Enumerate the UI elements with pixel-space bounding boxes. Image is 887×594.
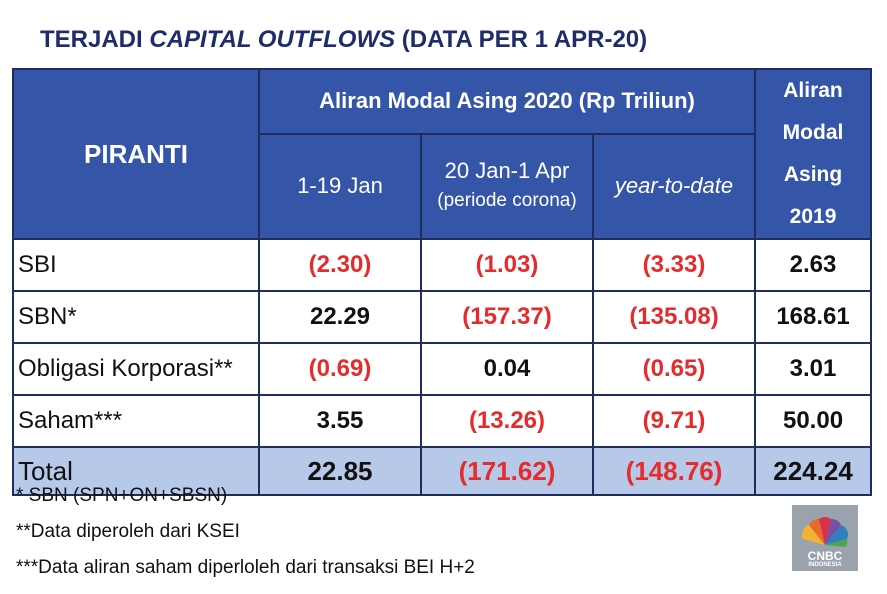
- header-ytd: year-to-date: [591, 132, 757, 241]
- cell-ytd: (0.65): [591, 342, 757, 396]
- cell-ytd: (135.08): [591, 290, 757, 344]
- header-row-group: PIRANTI Aliran Modal Asing 2020 (Rp Tril…: [12, 68, 873, 240]
- capital-flows-table: PIRANTI Aliran Modal Asing 2020 (Rp Tril…: [12, 68, 873, 496]
- total-ytd: (148.76): [591, 446, 757, 496]
- page-title: TERJADI CAPITAL OUTFLOWS (DATA PER 1 APR…: [40, 26, 647, 54]
- footnote-saham: ***Data aliran saham diperloleh dari tra…: [16, 557, 475, 578]
- footnote-ksei: **Data diperoleh dari KSEI: [16, 521, 240, 542]
- cell-corona: (1.03): [420, 238, 594, 292]
- header-ytd-text: year-to-date: [614, 173, 734, 199]
- header-2019-line3: 2019: [789, 205, 837, 228]
- cell-2019: 50.00: [754, 394, 873, 448]
- title-emphasis: CAPITAL OUTFLOWS: [149, 26, 396, 53]
- table-row-total: Total 22.85 (171.62) (148.76) 224.24: [12, 446, 873, 496]
- cell-2019: 168.61: [754, 290, 873, 344]
- cell-corona: 0.04: [420, 342, 594, 396]
- cnbc-logo: CNBC INDONESIA: [792, 505, 858, 571]
- total-2019: 224.24: [754, 446, 873, 496]
- cell-corona: (13.26): [420, 394, 594, 448]
- header-row-sub: 1-19 Jan 20 Jan-1 Apr (periode corona) y…: [13, 132, 871, 241]
- cell-2019: 2.63: [754, 238, 873, 292]
- header-group-2020: Aliran Modal Asing 2020 (Rp Triliun): [257, 68, 757, 135]
- table-row-saham: Saham*** 3.55 (13.26) (9.71) 50.00: [12, 394, 873, 448]
- cell-ytd: (9.71): [591, 394, 757, 448]
- title-prefix: TERJADI: [40, 26, 150, 53]
- footnotes: * SBN (SPN+ON+SBSN) **Data diperoleh dar…: [16, 478, 475, 586]
- cell-jan: 22.29: [258, 290, 422, 344]
- logo-text-indonesia: INDONESIA: [808, 562, 842, 568]
- cell-jan: (0.69): [258, 342, 422, 396]
- table-row-obligasi: Obligasi Korporasi** (0.69) 0.04 (0.65) …: [12, 342, 873, 396]
- cell-jan: 3.55: [258, 394, 422, 448]
- header-2019-line1: Aliran: [783, 79, 843, 102]
- cell-corona: (157.37): [420, 290, 594, 344]
- title-suffix: (DATA PER 1 APR-20): [395, 26, 648, 53]
- cell-jan: (2.30): [258, 238, 422, 292]
- header-2019: Aliran Modal Asing 2019: [754, 68, 873, 240]
- cell-2019: 3.01: [754, 342, 873, 396]
- total-corona: (171.62): [420, 446, 594, 496]
- header-corona-line2: (periode corona): [437, 190, 577, 212]
- footnote-sbn: * SBN (SPN+ON+SBSN): [16, 485, 228, 506]
- header-corona-line1: 20 Jan-1 Apr: [444, 158, 570, 184]
- row-label: SBI: [12, 238, 260, 292]
- row-label: SBN*: [12, 290, 260, 344]
- header-piranti: PIRANTI: [12, 68, 260, 240]
- cnbc-peacock-icon: [792, 505, 858, 571]
- row-label: Obligasi Korporasi**: [12, 342, 260, 396]
- row-label: Saham***: [12, 394, 260, 448]
- table-row-sbn: SBN* 22.29 (157.37) (135.08) 168.61: [12, 290, 873, 344]
- header-periode-corona: 20 Jan-1 Apr (periode corona): [420, 132, 594, 241]
- table-row-sbi: SBI (2.30) (1.03) (3.33) 2.63: [12, 238, 873, 292]
- header-1-19-jan: 1-19 Jan: [258, 132, 422, 241]
- header-2019-line2: Modal Asing: [782, 121, 844, 186]
- cell-ytd: (3.33): [591, 238, 757, 292]
- logo-text-cnbc: CNBC: [807, 549, 843, 563]
- total-jan: 22.85: [258, 446, 422, 496]
- total-label: Total: [12, 446, 260, 496]
